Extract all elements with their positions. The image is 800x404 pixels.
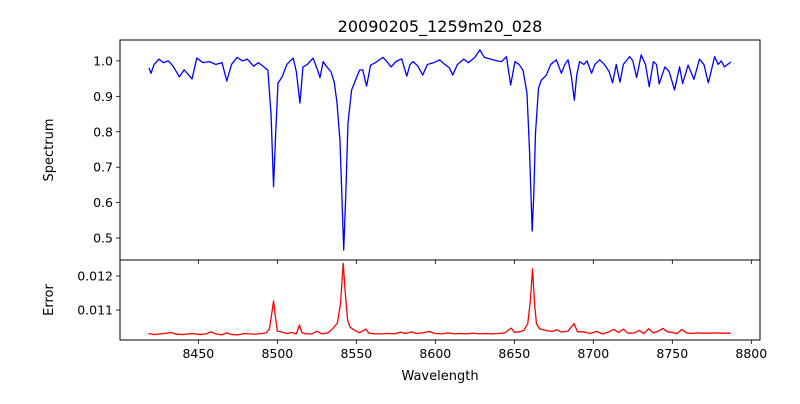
error-y-tick-label: 0.011 [77, 303, 113, 318]
spectrum-axes: 0.5 0.6 0.7 0.8 0.9 1.0 [93, 39, 761, 264]
x-tick-label: 8700 [577, 346, 609, 361]
error-y-label: Error [42, 284, 57, 316]
x-tick-label: 8600 [419, 346, 451, 361]
error-line [148, 262, 731, 336]
spectrum-line [148, 49, 732, 251]
spectrum-y-tick-label: 1.0 [93, 53, 113, 68]
x-tick-label: 8550 [340, 346, 372, 361]
x-tick-label: 8450 [182, 346, 214, 361]
error-axes: 0.011 0.012 8450 8500 8550 8600 8650 8700 8750 88… [77, 259, 767, 361]
spectrum-y-label: Spectrum [42, 119, 57, 182]
x-tick-label: 8750 [656, 346, 688, 361]
chart-title: 20090205_1259m20_028 [338, 17, 543, 37]
x-tick-label: 8800 [735, 346, 767, 361]
spectrum-y-tick-label: 0.8 [93, 124, 113, 139]
error-y-tick-label: 0.012 [77, 269, 113, 284]
x-tick-label: 8500 [261, 346, 293, 361]
error-axes-frame [119, 259, 761, 341]
spectrum-y-tick-label: 0.5 [93, 231, 113, 246]
spectrum-y-tick-label: 0.6 [93, 195, 113, 210]
x-axis-label: Wavelength [401, 369, 478, 384]
spectrum-y-tick-label: 0.7 [93, 160, 113, 175]
x-tick-label: 8650 [498, 346, 530, 361]
spectrum-y-tick-label: 0.9 [93, 89, 113, 104]
